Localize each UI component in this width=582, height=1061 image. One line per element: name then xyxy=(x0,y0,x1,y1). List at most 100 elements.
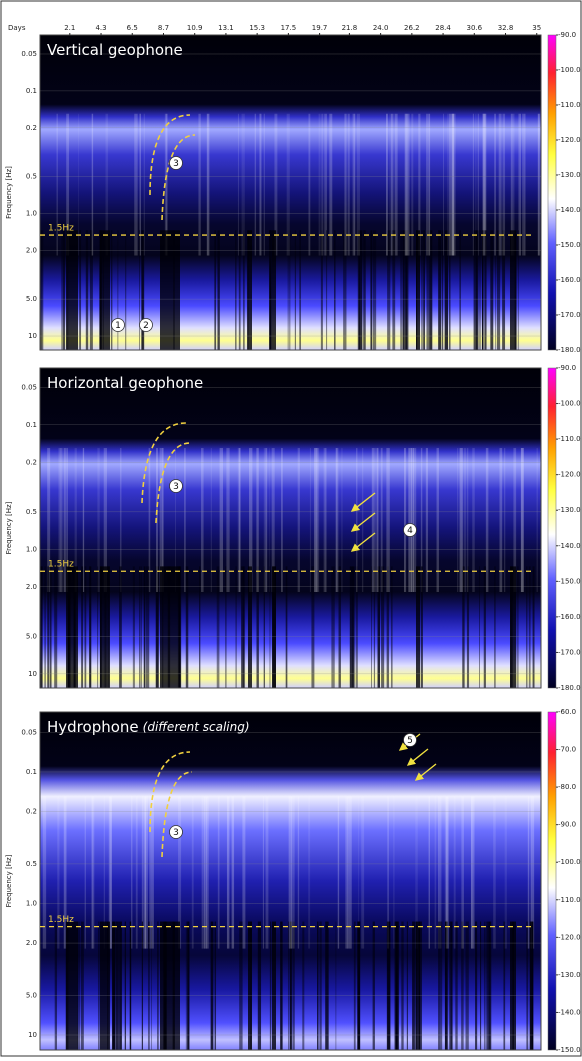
texture xyxy=(394,113,398,256)
texture xyxy=(100,230,110,350)
texture xyxy=(373,566,376,688)
texture xyxy=(288,796,292,949)
colorbar xyxy=(547,711,557,1051)
texture xyxy=(357,921,360,1050)
y-tick-label: 1.0 xyxy=(26,545,37,553)
y-tick-label: 0.1 xyxy=(26,421,37,429)
x-tick-label: 4.3 xyxy=(95,24,106,32)
texture xyxy=(387,230,391,350)
texture xyxy=(352,113,356,256)
texture xyxy=(387,796,389,949)
texture xyxy=(299,230,301,350)
texture xyxy=(317,921,319,1050)
reference-label: 1.5Hz xyxy=(48,560,74,570)
texture xyxy=(482,113,486,256)
texture xyxy=(134,113,138,256)
texture xyxy=(308,796,311,949)
texture xyxy=(61,230,63,350)
texture xyxy=(285,566,288,688)
texture xyxy=(217,230,219,350)
texture xyxy=(85,230,89,350)
texture xyxy=(357,230,360,350)
texture xyxy=(467,448,469,592)
texture xyxy=(455,921,458,1050)
texture xyxy=(108,796,112,949)
trend-arc xyxy=(149,751,191,833)
colorbar-tick-label: -130.0 xyxy=(558,971,581,979)
texture xyxy=(60,448,63,592)
texture xyxy=(201,796,204,949)
texture xyxy=(479,566,480,688)
marker-label: 5 xyxy=(407,736,413,746)
texture xyxy=(269,448,270,592)
texture xyxy=(97,448,100,592)
texture xyxy=(80,230,82,350)
texture xyxy=(457,448,458,592)
x-tick-label: 21.8 xyxy=(342,24,358,32)
texture xyxy=(338,566,341,688)
texture xyxy=(308,113,311,256)
texture xyxy=(56,113,58,256)
texture xyxy=(199,566,201,688)
texture xyxy=(477,113,480,256)
y-tick-label: 0.5 xyxy=(26,173,37,181)
texture xyxy=(74,448,77,592)
texture xyxy=(370,230,373,350)
marker-label: 2 xyxy=(143,321,149,331)
texture xyxy=(502,230,506,350)
colorbar-tick-label: -80.0 xyxy=(558,783,576,791)
texture xyxy=(58,448,62,592)
texture xyxy=(504,448,506,592)
texture xyxy=(225,566,227,688)
texture xyxy=(483,566,486,688)
texture xyxy=(269,566,271,688)
texture xyxy=(420,448,423,592)
texture xyxy=(459,448,462,592)
texture xyxy=(449,230,451,350)
texture xyxy=(364,230,366,350)
texture xyxy=(386,113,388,256)
texture xyxy=(155,566,159,688)
texture xyxy=(97,566,99,688)
texture xyxy=(265,448,268,592)
y-tick-label: 0.2 xyxy=(26,124,37,132)
marker-circle xyxy=(169,479,183,493)
texture xyxy=(436,448,439,592)
texture xyxy=(445,921,448,1050)
y-tick-label: 0.05 xyxy=(21,383,37,391)
texture xyxy=(446,796,448,949)
texture xyxy=(141,921,143,1050)
texture xyxy=(263,113,265,256)
y-tick-label: 0.5 xyxy=(26,860,37,868)
texture xyxy=(294,230,296,350)
texture xyxy=(530,796,532,949)
x-tick-label: 30.6 xyxy=(466,24,482,32)
texture xyxy=(237,448,241,592)
texture xyxy=(238,448,241,592)
texture xyxy=(185,566,189,688)
panel-title-text: Hydrophone xyxy=(47,718,139,736)
trend-arc xyxy=(141,422,187,504)
texture xyxy=(473,230,477,350)
texture xyxy=(269,921,272,1050)
texture xyxy=(84,796,86,949)
texture xyxy=(248,448,253,592)
texture xyxy=(314,448,318,592)
texture xyxy=(438,796,440,949)
texture xyxy=(439,921,443,1050)
texture xyxy=(272,566,276,688)
texture xyxy=(358,796,359,949)
texture xyxy=(402,230,405,350)
texture xyxy=(235,566,237,688)
colorbar-tick-label: -100.0 xyxy=(558,66,581,74)
y-tick-label: 0.1 xyxy=(26,768,37,776)
texture xyxy=(518,113,521,256)
texture xyxy=(537,113,540,256)
texture xyxy=(428,796,430,949)
texture xyxy=(510,921,516,1050)
texture xyxy=(66,921,78,1050)
texture xyxy=(293,921,295,1050)
texture xyxy=(375,448,378,592)
colorbar-tick-label: -160.0 xyxy=(558,613,581,621)
